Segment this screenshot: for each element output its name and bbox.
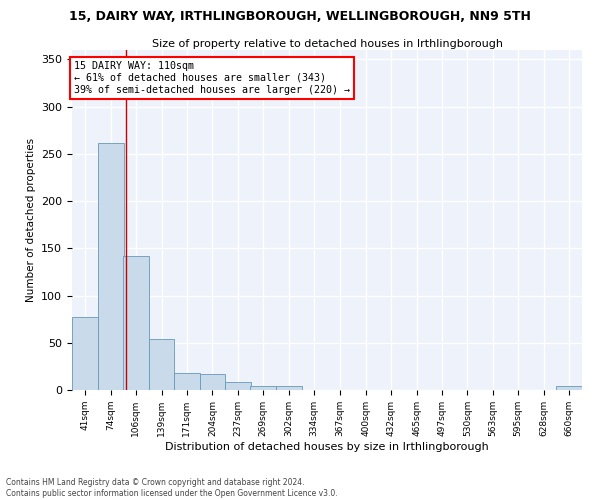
Bar <box>72 318 98 390</box>
Text: Contains HM Land Registry data © Crown copyright and database right 2024.
Contai: Contains HM Land Registry data © Crown c… <box>6 478 338 498</box>
Bar <box>556 386 582 390</box>
Title: Size of property relative to detached houses in Irthlingborough: Size of property relative to detached ho… <box>151 39 503 49</box>
X-axis label: Distribution of detached houses by size in Irthlingborough: Distribution of detached houses by size … <box>165 442 489 452</box>
Y-axis label: Number of detached properties: Number of detached properties <box>26 138 35 302</box>
Bar <box>98 144 124 390</box>
Bar <box>226 382 251 390</box>
Bar <box>250 386 276 390</box>
Bar <box>149 339 175 390</box>
Bar <box>123 256 149 390</box>
Bar <box>173 373 199 390</box>
Text: 15 DAIRY WAY: 110sqm
← 61% of detached houses are smaller (343)
39% of semi-deta: 15 DAIRY WAY: 110sqm ← 61% of detached h… <box>74 62 350 94</box>
Text: 15, DAIRY WAY, IRTHLINGBOROUGH, WELLINGBOROUGH, NN9 5TH: 15, DAIRY WAY, IRTHLINGBOROUGH, WELLINGB… <box>69 10 531 23</box>
Bar <box>200 374 226 390</box>
Bar <box>276 386 302 390</box>
